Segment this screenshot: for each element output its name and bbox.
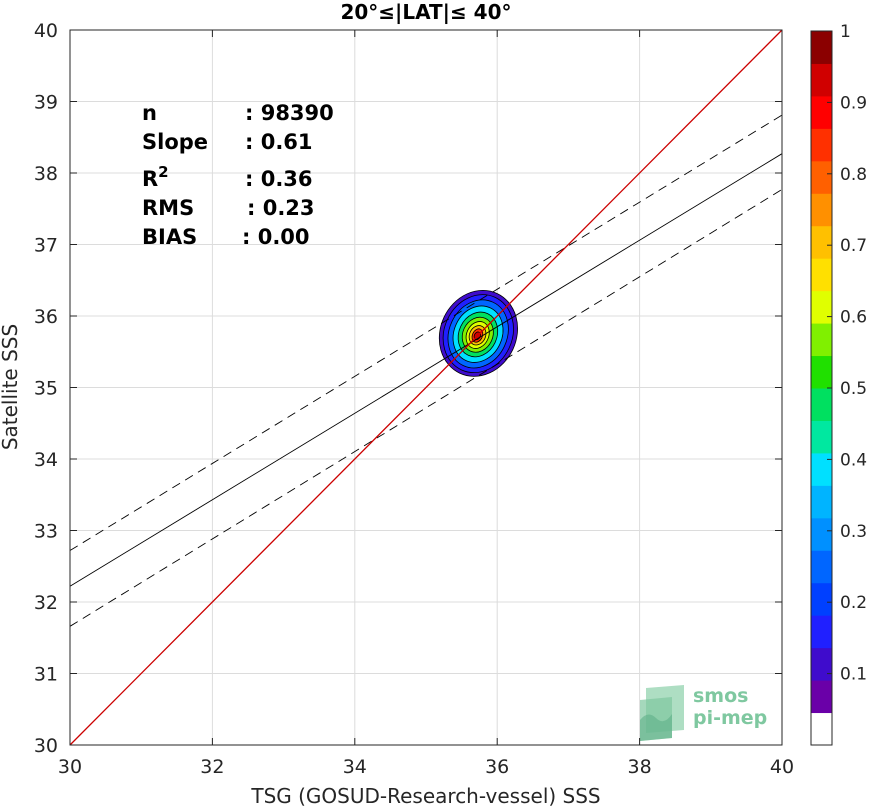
y-tick-label-8: 38 — [34, 163, 58, 185]
colorbar-tick-label-9: 1 — [840, 22, 851, 42]
x-tick-label-1: 32 — [200, 756, 224, 778]
colorbar-segment-16 — [811, 193, 832, 227]
colorbar-tick-label-2: 0.3 — [840, 522, 867, 542]
colorbar-tick-label-1: 0.2 — [840, 593, 867, 613]
fit-upper-bound-line — [69, 114, 783, 551]
y-axis-label: Satellite SSS — [0, 324, 22, 450]
colorbar-segment-12 — [811, 323, 832, 357]
colorbar-segment-21 — [811, 31, 832, 64]
colorbar-segment-14 — [811, 258, 832, 292]
x-tick-label-3: 36 — [485, 756, 509, 778]
y-tick-label-10: 40 — [34, 20, 58, 42]
y-tick-label-5: 35 — [34, 378, 58, 400]
smos-pimep-logo: smos pi-mep — [640, 685, 767, 741]
y-tick-label-6: 36 — [34, 306, 58, 328]
y-tick-label-9: 39 — [34, 92, 58, 114]
stat-value-0: : 98390 — [245, 101, 334, 125]
logo-text-pimep: pi-mep — [693, 707, 767, 729]
y-tick-label-7: 37 — [34, 235, 58, 257]
colorbar-tick-label-3: 0.4 — [840, 450, 867, 470]
colorbar-segment-5 — [811, 550, 832, 584]
stat-label-3: RMS — [142, 196, 194, 220]
stat-label-4: BIAS — [142, 225, 197, 249]
colorbar-segment-20 — [811, 63, 832, 97]
y-tick-label-4: 34 — [34, 449, 58, 471]
y-tick-label-2: 32 — [34, 592, 58, 614]
stat-value-4: : 0.00 — [242, 225, 310, 249]
colorbar-segment-7 — [811, 485, 832, 519]
colorbar-segment-0 — [811, 712, 832, 746]
grid — [69, 29, 783, 746]
colorbar-tick-label-4: 0.5 — [840, 379, 867, 399]
colorbar-segment-6 — [811, 517, 832, 551]
colorbar-segment-9 — [811, 420, 832, 454]
fit-line — [69, 153, 783, 587]
colorbar-segment-1 — [811, 680, 832, 714]
colorbar-segment-11 — [811, 355, 832, 389]
fit-lower-bound-line — [69, 189, 783, 627]
identity-line — [69, 29, 783, 746]
colorbar-segment-10 — [811, 388, 832, 421]
y-tick-label-3: 33 — [34, 521, 58, 543]
colorbar-tick-label-5: 0.6 — [840, 308, 867, 328]
y-axis-ticks: 30 31 32 33 34 35 36 37 38 39 40 — [34, 20, 782, 757]
y-tick-label-1: 31 — [34, 664, 58, 686]
colorbar-segment-17 — [811, 160, 832, 194]
x-axis-label: TSG (GOSUD-Research-vessel) SSS — [250, 784, 600, 808]
stat-label-sup-2: 2 — [158, 163, 168, 181]
stat-value-1: : 0.61 — [245, 130, 313, 154]
colorbar-segment-8 — [811, 452, 832, 486]
y-tick-label-0: 30 — [34, 735, 58, 757]
colorbar-segment-4 — [811, 582, 832, 616]
x-tick-label-0: 30 — [58, 756, 82, 778]
x-axis-ticks: 30 32 34 36 38 40 — [58, 30, 794, 778]
colorbar-segment-3 — [811, 615, 832, 649]
stat-label-0: n — [142, 101, 157, 125]
colorbar-segment-2 — [811, 647, 832, 681]
colorbar: 0.1 0.2 0.3 0.4 0.5 0.6 0.7 0.8 0.9 1 — [810, 22, 867, 746]
x-tick-label-4: 38 — [628, 756, 652, 778]
stat-value-2: : 0.36 — [245, 167, 313, 191]
colorbar-segment-18 — [811, 128, 832, 162]
colorbar-tick-label-8: 0.9 — [840, 93, 867, 113]
logo-text-smos: smos — [693, 685, 748, 707]
colorbar-segment-19 — [811, 95, 832, 129]
colorbar-segment-13 — [811, 290, 832, 324]
colorbar-segment-15 — [811, 225, 832, 259]
x-tick-label-2: 34 — [343, 756, 367, 778]
colorbar-tick-label-6: 0.7 — [840, 236, 867, 256]
stat-label-1: Slope — [142, 130, 208, 154]
stat-value-3: : 0.23 — [247, 196, 315, 220]
chart-title: 20°≤|LAT|≤ 40° — [340, 0, 511, 24]
regression-lines — [69, 29, 783, 746]
colorbar-tick-label-7: 0.8 — [840, 165, 867, 185]
colorbar-tick-label-0: 0.1 — [840, 665, 867, 685]
x-tick-label-5: 40 — [770, 756, 794, 778]
